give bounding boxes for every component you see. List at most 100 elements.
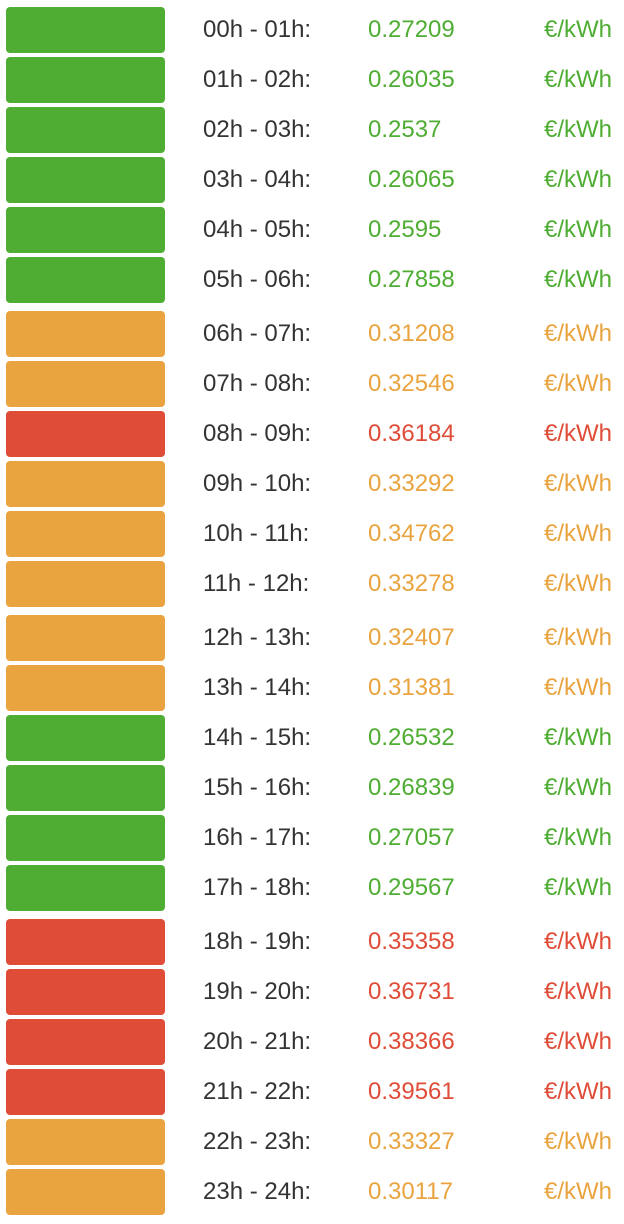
price-row: 05h - 06h: 0.27858 €/kWh bbox=[0, 257, 624, 307]
time-range: 18h - 19h: bbox=[203, 928, 312, 955]
price-value: 0.34762 bbox=[368, 520, 455, 547]
level-swatch bbox=[6, 1119, 165, 1165]
price-value: 0.26839 bbox=[368, 774, 455, 801]
price-value: 0.38366 bbox=[368, 1028, 455, 1055]
level-swatch bbox=[6, 561, 165, 607]
time-range: 14h - 15h: bbox=[203, 724, 312, 751]
time-range: 02h - 03h: bbox=[203, 116, 312, 143]
time-range: 08h - 09h: bbox=[203, 420, 312, 447]
price-unit: €/kWh bbox=[543, 928, 612, 955]
time-range: 01h - 02h: bbox=[203, 66, 312, 93]
price-row: 18h - 19h: 0.35358 €/kWh bbox=[0, 919, 624, 969]
time-range: 20h - 21h: bbox=[203, 1028, 312, 1055]
price-row: 06h - 07h: 0.31208 €/kWh bbox=[0, 311, 624, 361]
price-row: 22h - 23h: 0.33327 €/kWh bbox=[0, 1119, 624, 1169]
price-row: 20h - 21h: 0.38366 €/kWh bbox=[0, 1019, 624, 1069]
price-value: 0.2595 bbox=[368, 216, 442, 243]
level-swatch bbox=[6, 969, 165, 1015]
price-unit: €/kWh bbox=[543, 470, 612, 497]
level-swatch bbox=[6, 411, 165, 457]
time-range: 07h - 08h: bbox=[203, 370, 312, 397]
time-range: 06h - 07h: bbox=[203, 320, 312, 347]
price-row: 07h - 08h: 0.32546 €/kWh bbox=[0, 361, 624, 411]
price-value: 0.33292 bbox=[368, 470, 455, 497]
time-range: 10h - 11h: bbox=[203, 520, 310, 547]
level-swatch bbox=[6, 715, 165, 761]
price-unit: €/kWh bbox=[543, 370, 612, 397]
time-range: 03h - 04h: bbox=[203, 166, 312, 193]
price-value: 0.29567 bbox=[368, 874, 455, 901]
price-value: 0.2537 bbox=[368, 116, 442, 143]
time-range: 13h - 14h: bbox=[203, 674, 312, 701]
level-swatch bbox=[6, 815, 165, 861]
price-row: 21h - 22h: 0.39561 €/kWh bbox=[0, 1069, 624, 1119]
price-value: 0.31208 bbox=[368, 320, 455, 347]
price-unit: €/kWh bbox=[543, 166, 612, 193]
price-row: 15h - 16h: 0.26839 €/kWh bbox=[0, 765, 624, 815]
level-swatch bbox=[6, 1169, 165, 1215]
level-swatch bbox=[6, 1069, 165, 1115]
time-range: 21h - 22h: bbox=[203, 1078, 312, 1105]
price-unit: €/kWh bbox=[543, 624, 612, 651]
time-range: 23h - 24h: bbox=[203, 1178, 312, 1205]
price-unit: €/kWh bbox=[543, 674, 612, 701]
price-row: 09h - 10h: 0.33292 €/kWh bbox=[0, 461, 624, 511]
price-row: 19h - 20h: 0.36731 €/kWh bbox=[0, 969, 624, 1019]
price-value: 0.26065 bbox=[368, 166, 455, 193]
level-swatch bbox=[6, 919, 165, 965]
price-value: 0.32407 bbox=[368, 624, 455, 651]
price-value: 0.35358 bbox=[368, 928, 455, 955]
level-swatch bbox=[6, 361, 165, 407]
level-swatch bbox=[6, 511, 165, 557]
price-row: 10h - 11h: 0.34762 €/kWh bbox=[0, 511, 624, 561]
price-unit: €/kWh bbox=[543, 724, 612, 751]
price-row: 12h - 13h: 0.32407 €/kWh bbox=[0, 615, 624, 665]
price-unit: €/kWh bbox=[543, 216, 612, 243]
price-value: 0.31381 bbox=[368, 674, 455, 701]
time-range: 11h - 12h: bbox=[203, 570, 310, 597]
price-row: 11h - 12h: 0.33278 €/kWh bbox=[0, 561, 624, 611]
time-range: 04h - 05h: bbox=[203, 216, 312, 243]
level-swatch bbox=[6, 257, 165, 303]
price-value: 0.26035 bbox=[368, 66, 455, 93]
price-row: 08h - 09h: 0.36184 €/kWh bbox=[0, 411, 624, 461]
price-row: 02h - 03h: 0.2537 €/kWh bbox=[0, 107, 624, 157]
price-row: 14h - 15h: 0.26532 €/kWh bbox=[0, 715, 624, 765]
price-value: 0.33327 bbox=[368, 1128, 455, 1155]
level-swatch bbox=[6, 765, 165, 811]
price-row: 16h - 17h: 0.27057 €/kWh bbox=[0, 815, 624, 865]
price-unit: €/kWh bbox=[543, 116, 612, 143]
price-unit: €/kWh bbox=[543, 1178, 612, 1205]
level-swatch bbox=[6, 7, 165, 53]
price-unit: €/kWh bbox=[543, 420, 612, 447]
time-range: 09h - 10h: bbox=[203, 470, 312, 497]
price-row: 00h - 01h: 0.27209 €/kWh bbox=[0, 7, 624, 57]
price-unit: €/kWh bbox=[543, 520, 612, 547]
price-value: 0.30117 bbox=[368, 1178, 453, 1205]
price-unit: €/kWh bbox=[543, 1128, 612, 1155]
time-range: 16h - 17h: bbox=[203, 824, 312, 851]
price-unit: €/kWh bbox=[543, 874, 612, 901]
price-row: 13h - 14h: 0.31381 €/kWh bbox=[0, 665, 624, 715]
price-unit: €/kWh bbox=[543, 266, 612, 293]
price-unit: €/kWh bbox=[543, 320, 612, 347]
price-row: 17h - 18h: 0.29567 €/kWh bbox=[0, 865, 624, 915]
level-swatch bbox=[6, 615, 165, 661]
level-swatch bbox=[6, 665, 165, 711]
price-unit: €/kWh bbox=[543, 570, 612, 597]
price-value: 0.33278 bbox=[368, 570, 455, 597]
level-swatch bbox=[6, 207, 165, 253]
level-swatch bbox=[6, 57, 165, 103]
price-unit: €/kWh bbox=[543, 1078, 612, 1105]
price-row: 04h - 05h: 0.2595 €/kWh bbox=[0, 207, 624, 257]
price-row: 01h - 02h: 0.26035 €/kWh bbox=[0, 57, 624, 107]
time-range: 15h - 16h: bbox=[203, 774, 312, 801]
level-swatch bbox=[6, 311, 165, 357]
price-unit: €/kWh bbox=[543, 978, 612, 1005]
level-swatch bbox=[6, 461, 165, 507]
time-range: 00h - 01h: bbox=[203, 16, 312, 43]
level-swatch bbox=[6, 1019, 165, 1065]
price-unit: €/kWh bbox=[543, 16, 612, 43]
